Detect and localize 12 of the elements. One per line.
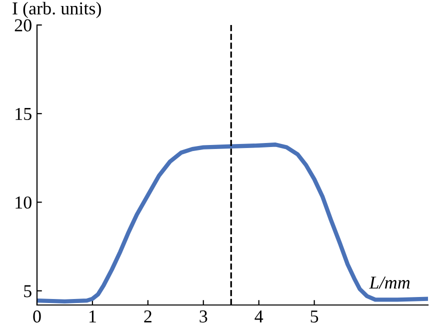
x-tick-label: 5 <box>310 310 318 323</box>
y-tick-label: 20 <box>14 19 32 32</box>
x-tick-label: 2 <box>144 310 152 322</box>
y-tick-label: 10 <box>16 196 32 209</box>
x-tick-label: 1 <box>90 310 96 322</box>
x-tick-label: 4 <box>254 310 264 322</box>
y-axis-title: I (arb. units) <box>12 2 101 18</box>
x-tick-label: 0 <box>33 310 41 323</box>
y-tick-label: 15 <box>16 108 32 120</box>
x-axis-title: L/mm <box>369 276 410 289</box>
y-tick-label: 5 <box>24 285 32 298</box>
x-tick-label: 3 <box>200 310 208 323</box>
